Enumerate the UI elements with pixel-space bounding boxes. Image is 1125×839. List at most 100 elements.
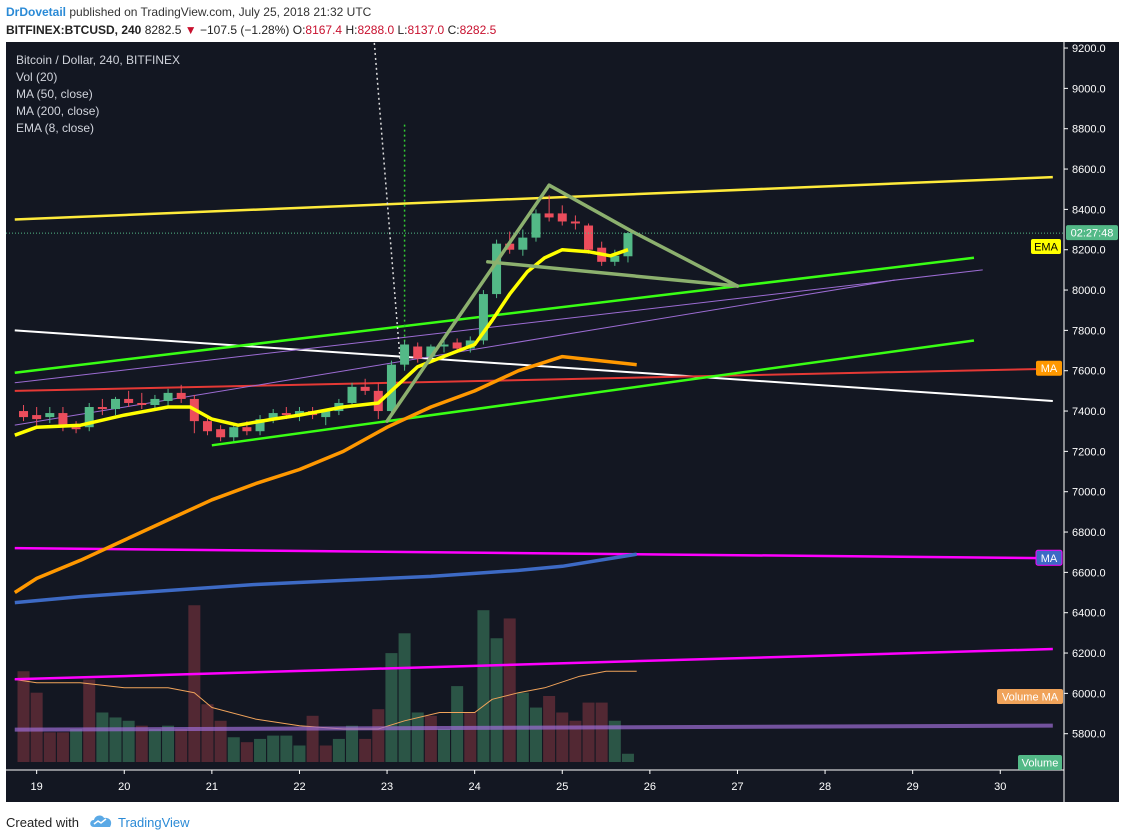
open-value: 8167.4	[305, 23, 343, 37]
volume-bar-21	[293, 745, 306, 762]
published-text: published on TradingView.com, July 25, 2…	[69, 5, 372, 19]
x-tick-label-1: 20	[118, 781, 130, 793]
candle-body-7	[111, 398, 120, 410]
x-tick-label-3: 22	[293, 781, 305, 793]
ma200-badge-bg	[1035, 549, 1063, 566]
created-with-text: Created with	[6, 815, 79, 830]
candle-body-38	[518, 237, 528, 250]
candle-body-41	[557, 213, 567, 222]
legend-vol[interactable]: Vol (20)	[16, 70, 58, 84]
pattern-line-2	[630, 229, 740, 288]
candle-body-46	[623, 233, 633, 257]
volume-bar-43	[582, 702, 595, 762]
magenta-lower	[14, 647, 1053, 681]
current-time-badge: 02:27:48	[1071, 228, 1114, 240]
open-label: O:	[292, 23, 306, 37]
volume-bar-39	[529, 707, 542, 762]
volume-bar-34	[464, 712, 477, 762]
last-price: 8282.5	[144, 23, 182, 37]
price-chart[interactable]: 9200.0 9000.0 8800.0 8600.0 8400.0 8200.0 8000…	[6, 37, 1119, 802]
legend-title: Bitcoin / Dollar, 240, BITFINEX	[16, 53, 181, 67]
tradingview-brand-link[interactable]: TradingView	[118, 815, 190, 830]
x-tick-label-0: 19	[31, 781, 43, 793]
x-tick-label-2: 21	[206, 781, 218, 793]
green-channel-lower	[211, 339, 975, 447]
candle-body-20	[281, 413, 291, 416]
footer: Created with TradingView	[0, 805, 1125, 839]
ma50-badge: MA	[1041, 363, 1058, 375]
candle-body-8	[124, 398, 134, 403]
pattern-line-1	[547, 183, 635, 234]
magenta-upper	[14, 546, 1053, 560]
high-value: 8288.0	[357, 23, 395, 37]
candle-body-2	[45, 413, 55, 418]
x-tick-label-4: 23	[381, 781, 393, 793]
lavender-horizontal	[14, 723, 1053, 732]
candle-body-23	[321, 411, 331, 418]
low-value: 8137.0	[407, 23, 445, 37]
volume-bar-10	[148, 729, 161, 762]
candle-body-40	[544, 213, 554, 218]
y-tick-label-4: 8400.0	[1072, 204, 1106, 216]
candle-body-35	[478, 294, 488, 341]
volume-bar-31	[424, 715, 437, 762]
legend-ma200[interactable]: MA (200, close)	[16, 104, 100, 118]
candle-body-21	[294, 411, 304, 416]
volume-bar-23	[319, 745, 332, 762]
volume-ma-badge: Volume MA	[1002, 692, 1059, 704]
y-tick-label-11: 7000.0	[1072, 487, 1106, 499]
candle-body-29	[400, 344, 410, 365]
chart-area[interactable]: 9200.0 9000.0 8800.0 8600.0 8400.0 8200.0 8000…	[6, 37, 1119, 802]
candle-body-4	[71, 427, 81, 430]
y-tick-label-0: 9200.0	[1072, 43, 1106, 55]
close-label: C:	[447, 23, 460, 37]
candle-body-12	[176, 392, 186, 399]
publication-line: DrDovetail published on TradingView.com,…	[6, 5, 371, 19]
purple-thin-1	[14, 269, 983, 384]
volume-bar-22	[306, 715, 319, 762]
volume-bar-11	[162, 725, 175, 762]
volume-bar-12	[175, 729, 188, 762]
candle-body-32	[439, 344, 449, 347]
tradingview-cloud-icon[interactable]	[88, 813, 114, 829]
x-tick-label-8: 27	[731, 781, 743, 793]
ma200-line	[14, 552, 637, 605]
volume-bar-17	[240, 742, 253, 762]
y-tick-label-2: 8800.0	[1072, 124, 1106, 136]
y-tick-label-10: 7200.0	[1072, 446, 1106, 458]
volume-badge: Volume	[1022, 758, 1059, 770]
y-tick-label-17: 5800.0	[1072, 729, 1106, 741]
volume-bar-4	[70, 729, 83, 762]
y-tick-label-3: 8600.0	[1072, 164, 1106, 176]
legend-ma50[interactable]: MA (50, close)	[16, 87, 93, 101]
ema-badge-bg	[1031, 239, 1061, 255]
candle-body-42	[570, 221, 580, 224]
candle-body-39	[531, 213, 541, 238]
x-tick-label-5: 24	[469, 781, 481, 793]
volume-bar-30	[411, 712, 424, 762]
y-tick-label-8: 7600.0	[1072, 366, 1106, 378]
chart-background	[6, 42, 1119, 802]
candle-body-43	[584, 225, 594, 250]
legend-ema8[interactable]: EMA (8, close)	[16, 121, 95, 135]
volume-bar-0	[17, 671, 30, 762]
dotted-white-line	[373, 37, 401, 361]
volume-bar-2	[43, 732, 56, 762]
candle-body-26	[360, 386, 370, 391]
symbol: BITFINEX:BTCUSD, 240	[6, 23, 142, 37]
candle-body-5	[84, 407, 94, 428]
chart-legend: Bitcoin / Dollar, 240, BITFINEX Vol (20)…	[16, 52, 180, 137]
candle-body-45	[610, 255, 620, 262]
volume-bar-8	[122, 720, 135, 762]
volume-bar-14	[201, 704, 214, 762]
candle-body-33	[452, 342, 462, 349]
pattern-line-0	[385, 183, 551, 423]
high-label: H:	[345, 23, 358, 37]
volume-bar-33	[451, 686, 464, 762]
candle-body-28	[386, 364, 396, 412]
candle-body-10	[150, 398, 160, 405]
ema8-line	[14, 247, 629, 437]
volume-bar-36	[490, 638, 503, 762]
author-link[interactable]: DrDovetail	[6, 5, 67, 19]
close-value: 8282.5	[459, 23, 497, 37]
